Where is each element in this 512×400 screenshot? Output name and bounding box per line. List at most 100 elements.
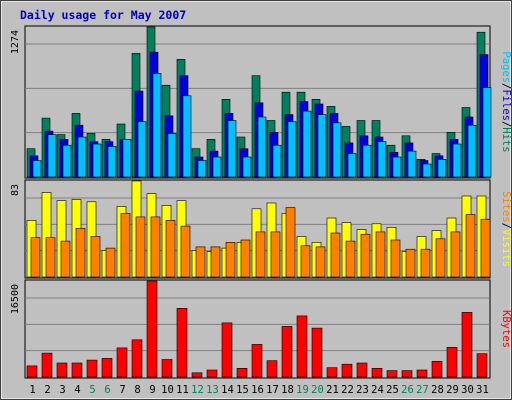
y-tick-label: 1274: [10, 30, 21, 54]
x-tick-label: 29: [446, 384, 459, 396]
x-tick-label: 19: [296, 384, 309, 396]
bar-kbytes-day-9: [146, 280, 158, 378]
bar-kbytes-day-23: [356, 362, 368, 378]
bar-pages-day-7: [122, 139, 132, 178]
bar-kbytes-day-14: [221, 322, 233, 378]
bar-sites-day-21: [330, 232, 341, 278]
x-tick-label: 8: [134, 384, 140, 396]
x-tick-label: 27: [416, 384, 429, 396]
y-tick-label: 16500: [10, 284, 21, 314]
bar-kbytes-day-10: [161, 359, 173, 378]
x-tick-label: 12: [191, 384, 204, 396]
bar-pages-day-2: [47, 134, 57, 178]
bar-pages-day-10: [167, 133, 177, 178]
bar-sites-day-15: [240, 239, 251, 278]
y-tick-label: 83: [10, 184, 21, 196]
x-tick-label: 11: [176, 384, 189, 396]
bar-pages-day-1: [32, 160, 42, 178]
bar-kbytes-day-21: [326, 367, 338, 378]
bar-kbytes-day-7: [116, 347, 128, 378]
bar-kbytes-day-11: [176, 307, 188, 378]
bar-sites-day-2: [45, 237, 56, 278]
x-tick-label: 23: [356, 384, 369, 396]
bar-kbytes-day-20: [311, 327, 323, 378]
bar-sites-day-30: [465, 214, 476, 278]
x-tick-label: 16: [251, 384, 264, 396]
x-tick-label: 21: [326, 384, 339, 396]
bar-sites-day-9: [150, 216, 161, 278]
x-tick-label: 14: [221, 384, 234, 396]
side-legend: Pages/Files/Hits: [500, 51, 512, 152]
x-tick-label: 31: [476, 384, 489, 396]
bar-sites-day-29: [450, 231, 461, 278]
bar-pages-day-31: [482, 87, 492, 178]
bar-kbytes-day-24: [371, 367, 383, 378]
bar-sites-day-12: [195, 246, 206, 278]
bar-sites-day-3: [60, 240, 71, 278]
bar-pages-day-3: [62, 144, 72, 178]
x-tick-label: 1: [29, 384, 35, 396]
bar-sites-day-25: [390, 239, 401, 278]
bar-sites-day-6: [105, 247, 116, 278]
x-tick-label: 4: [74, 384, 80, 396]
bar-pages-day-9: [152, 73, 162, 178]
bar-pages-day-28: [437, 159, 447, 178]
bar-pages-day-25: [392, 156, 402, 178]
bar-pages-day-12: [197, 160, 207, 178]
bar-kbytes-day-2: [41, 352, 53, 378]
bar-kbytes-day-19: [296, 315, 308, 378]
x-tick-label: 9: [149, 384, 155, 396]
bar-pages-day-20: [317, 114, 327, 178]
bar-sites-day-22: [345, 240, 356, 278]
bar-kbytes-day-30: [461, 312, 473, 378]
bar-sites-day-11: [180, 225, 191, 278]
bar-sites-day-26: [405, 248, 416, 278]
bar-kbytes-day-29: [446, 346, 458, 378]
x-tick-label: 25: [386, 384, 399, 396]
x-tick-label: 20: [311, 384, 324, 396]
legend-entry: Sites: [500, 191, 512, 223]
bar-kbytes-day-3: [56, 362, 68, 378]
bar-pages-day-5: [92, 143, 102, 178]
bar-pages-day-6: [107, 146, 117, 178]
bar-sites-day-31: [480, 218, 491, 278]
bar-pages-day-8: [137, 121, 147, 178]
bar-kbytes-day-1: [26, 365, 38, 378]
legend-separator: /: [500, 121, 512, 127]
legend-entry: Pages: [500, 51, 512, 83]
bar-sites-day-8: [135, 216, 146, 278]
bar-sites-day-20: [315, 246, 326, 278]
legend-separator: /: [500, 223, 512, 229]
bar-kbytes-day-12: [191, 372, 203, 378]
bar-sites-day-18: [285, 207, 296, 278]
bar-sites-day-4: [75, 228, 86, 278]
bar-kbytes-day-26: [401, 370, 413, 378]
bar-kbytes-day-16: [251, 344, 263, 378]
bar-kbytes-day-8: [131, 339, 143, 378]
bar-sites-day-23: [360, 233, 371, 278]
bar-sites-day-13: [210, 246, 221, 278]
bar-kbytes-day-5: [86, 359, 98, 378]
x-tick-label: 22: [341, 384, 354, 396]
bar-pages-day-17: [272, 144, 282, 178]
bar-kbytes-day-22: [341, 363, 353, 378]
x-tick-label: 10: [161, 384, 174, 396]
chart-title: Daily usage for May 2007: [20, 8, 186, 22]
bar-pages-day-14: [227, 120, 237, 178]
side-legend: KBytes: [500, 310, 512, 348]
bar-pages-day-13: [212, 156, 222, 178]
bar-sites-day-5: [90, 236, 101, 278]
bar-kbytes-day-17: [266, 360, 278, 378]
x-tick-label: 13: [206, 384, 219, 396]
bar-pages-day-30: [467, 124, 477, 178]
legend-entry: Files: [500, 89, 512, 121]
legend-entry: KBytes: [500, 310, 512, 348]
x-tick-label: 15: [236, 384, 249, 396]
bar-kbytes-day-27: [416, 369, 428, 378]
bar-pages-day-16: [257, 116, 267, 178]
bar-kbytes-day-15: [236, 367, 248, 378]
bar-pages-day-19: [302, 110, 312, 178]
bar-pages-day-24: [377, 141, 387, 178]
